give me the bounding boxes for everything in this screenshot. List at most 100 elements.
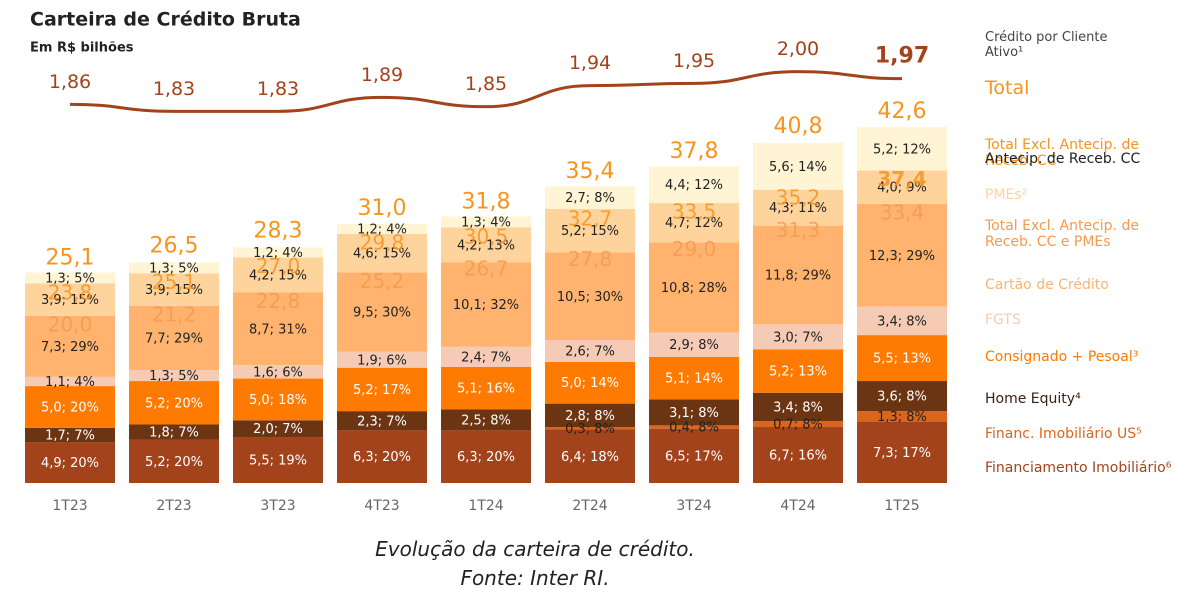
value-label: 7,3; 17%: [873, 446, 931, 461]
bar-segment: [857, 381, 947, 412]
line-label: 1,95: [673, 50, 715, 72]
value-label: 6,3; 20%: [457, 450, 515, 465]
value-label: 6,7; 16%: [769, 449, 827, 464]
chart-subtitle: Em R$ bilhões: [30, 41, 134, 56]
x-tick-label: 1T23: [52, 498, 87, 514]
bar-segment: [649, 399, 739, 426]
bar-segment: [129, 305, 219, 371]
value-label: 3,1; 8%: [669, 406, 719, 421]
bar-segment: [545, 403, 635, 428]
bar-segment: [25, 283, 115, 316]
x-tick-label: 3T24: [676, 498, 711, 514]
legend-entry: Consignado + Pesoal³: [985, 349, 1139, 365]
bar-segment: [441, 430, 531, 483]
value-label: 3,9; 15%: [145, 283, 203, 298]
caption: Fonte: Inter RI.: [460, 566, 610, 590]
x-tick-label: 1T24: [468, 498, 503, 514]
value-label: 4,7; 12%: [665, 216, 723, 231]
legend-entry: Financiamento Imobiliário⁶: [985, 460, 1172, 476]
legend-entry: Total Excl. Antecip. de Receb. CC: [985, 137, 1139, 169]
total-excl-label: 33,5: [672, 200, 717, 224]
total-excl-pmes-label: 25,2: [360, 269, 405, 293]
total-excl-pmes-label: 26,7: [464, 256, 509, 280]
value-label: 0,3; 8%: [565, 422, 615, 437]
bar-segment: [233, 420, 323, 438]
legend-entry: Total Excl. Antecip. de Receb. CC e PMEs: [985, 218, 1139, 250]
bar-segment: [129, 424, 219, 440]
bar-segment: [441, 346, 531, 367]
value-label: 3,9; 15%: [41, 293, 99, 308]
bar-segment: [649, 425, 739, 429]
value-label: 5,2; 12%: [873, 142, 931, 157]
bar-segment: [649, 428, 739, 483]
bar-segment: [545, 361, 635, 404]
bar-segment: [129, 439, 219, 483]
total-excl-pmes-label: 27,8: [568, 247, 613, 271]
bar-segment: [25, 442, 115, 483]
bar-segment: [233, 247, 323, 258]
value-label: 5,2; 20%: [145, 455, 203, 470]
bar-segment: [337, 223, 427, 235]
bar-segment: [857, 422, 947, 483]
legend-entry: Total: [985, 77, 1030, 99]
value-label: 5,6; 14%: [769, 160, 827, 175]
value-label: 2,3; 7%: [357, 414, 407, 429]
x-tick-label: 4T24: [780, 498, 815, 514]
bar-segment: [545, 186, 635, 209]
value-label: 5,0; 18%: [249, 393, 307, 408]
legend-entry: PMEs²: [985, 187, 1028, 203]
bar-segment: [753, 142, 843, 190]
bar-segment: [649, 242, 739, 333]
bar-segment: [25, 427, 115, 443]
value-label: 10,8; 28%: [661, 281, 727, 296]
bar-segment: [337, 430, 427, 483]
bar-segment: [545, 208, 635, 253]
bar-segment: [545, 429, 635, 483]
value-label: 1,3; 8%: [877, 410, 927, 425]
value-label: 1,8; 7%: [149, 426, 199, 441]
bar-segment: [25, 386, 115, 428]
total-excl-label: 29,8: [360, 231, 405, 255]
total-excl-pmes-label: 22,8: [256, 289, 301, 313]
total-excl-label: 37,4: [877, 167, 926, 191]
chart-title: Carteira de Crédito Bruta: [30, 9, 301, 31]
value-label: 6,3; 20%: [353, 450, 411, 465]
bar-segment: [441, 227, 531, 263]
bar-segment: [233, 365, 323, 379]
bar-segment: [753, 324, 843, 350]
line-label: 1,85: [465, 73, 507, 95]
line-label: 1,97: [875, 44, 929, 69]
total-excl-pmes-label: 29,0: [672, 237, 717, 261]
total-label: 28,3: [254, 219, 303, 244]
x-tick-label: 1T25: [884, 498, 919, 514]
value-label: 4,0; 9%: [877, 181, 927, 196]
bar-segment: [753, 392, 843, 422]
value-label: 5,1; 14%: [665, 372, 723, 387]
legend-entry: Financ. Imobiliário US⁵: [985, 426, 1142, 442]
legend-entry: Cartão de Crédito: [985, 277, 1109, 293]
value-label: 1,3; 4%: [461, 215, 511, 230]
bar-segment: [337, 411, 427, 431]
legend-entry: Home Equity⁴: [985, 391, 1081, 407]
value-label: 4,6; 15%: [353, 247, 411, 262]
value-label: 5,2; 17%: [353, 383, 411, 398]
bar-segment: [545, 340, 635, 362]
value-label: 2,5; 8%: [461, 413, 511, 428]
value-label: 1,7; 7%: [45, 428, 95, 443]
bar-segment: [649, 166, 739, 204]
value-label: 1,2; 4%: [253, 246, 303, 261]
bar-segment: [753, 189, 843, 226]
total-label: 31,8: [462, 189, 511, 214]
value-label: 9,5; 30%: [353, 306, 411, 321]
value-label: 4,3; 11%: [769, 201, 827, 216]
value-label: 2,7; 8%: [565, 191, 615, 206]
total-excl-pmes-label: 20,0: [48, 312, 93, 336]
value-label: 2,4; 7%: [461, 350, 511, 365]
x-tick-label: 2T24: [572, 498, 607, 514]
line-label: 1,94: [569, 52, 611, 74]
total-label: 37,8: [670, 139, 719, 164]
total-label: 40,8: [774, 114, 823, 139]
value-label: 5,0; 14%: [561, 376, 619, 391]
total-excl-label: 35,2: [776, 185, 821, 209]
